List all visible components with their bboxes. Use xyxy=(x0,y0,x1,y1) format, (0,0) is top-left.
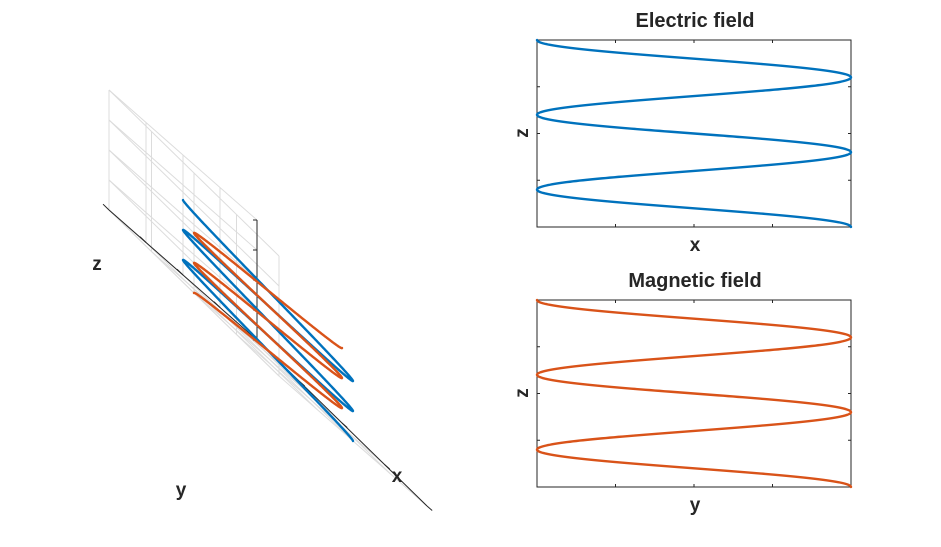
floor-grid-line xyxy=(236,334,385,465)
3d-y-tick xyxy=(176,268,184,276)
electric-field-z-label: z xyxy=(512,128,533,138)
magnetic-field-axes[interactable]: Magnetic field y z xyxy=(512,270,853,516)
floor-grid-line xyxy=(145,242,317,409)
magnetic-field-curve xyxy=(535,298,853,489)
electric-field-title: Electric field xyxy=(636,10,755,32)
wall-grid-line xyxy=(108,119,258,251)
wall-grid-line xyxy=(108,89,258,221)
3d-x-tick xyxy=(426,505,433,511)
magnetic-field-title: Magnetic field xyxy=(628,270,761,292)
wall-grid-line xyxy=(108,149,258,281)
3d-curves xyxy=(181,198,355,443)
magnetic-field-z-label: z xyxy=(512,388,533,398)
3d-grid xyxy=(108,89,428,507)
3d-y-tick xyxy=(213,301,221,308)
3d-axes[interactable]: z y x xyxy=(92,89,433,511)
magnetic-field-ticks xyxy=(536,299,852,488)
floor-grid-line xyxy=(182,274,354,442)
electric-field-axes[interactable]: Electric field x z xyxy=(512,10,853,256)
wall-grid-line xyxy=(108,89,280,257)
3d-y-axis-label: y xyxy=(176,480,187,501)
3d-magnetic-curve xyxy=(192,231,344,410)
electric-field-x-label: x xyxy=(690,235,701,256)
3d-z-axis-label: z xyxy=(92,254,102,275)
3d-x-tick xyxy=(341,422,348,428)
3d-y-tick xyxy=(139,236,147,243)
magnetic-field-x-label: y xyxy=(690,495,701,516)
3d-y-tick xyxy=(102,203,110,211)
electric-field-curve xyxy=(535,38,853,229)
3d-x-tick xyxy=(384,464,391,470)
3d-x-axis-label: x xyxy=(392,466,403,487)
wall-grid-line xyxy=(108,119,280,287)
